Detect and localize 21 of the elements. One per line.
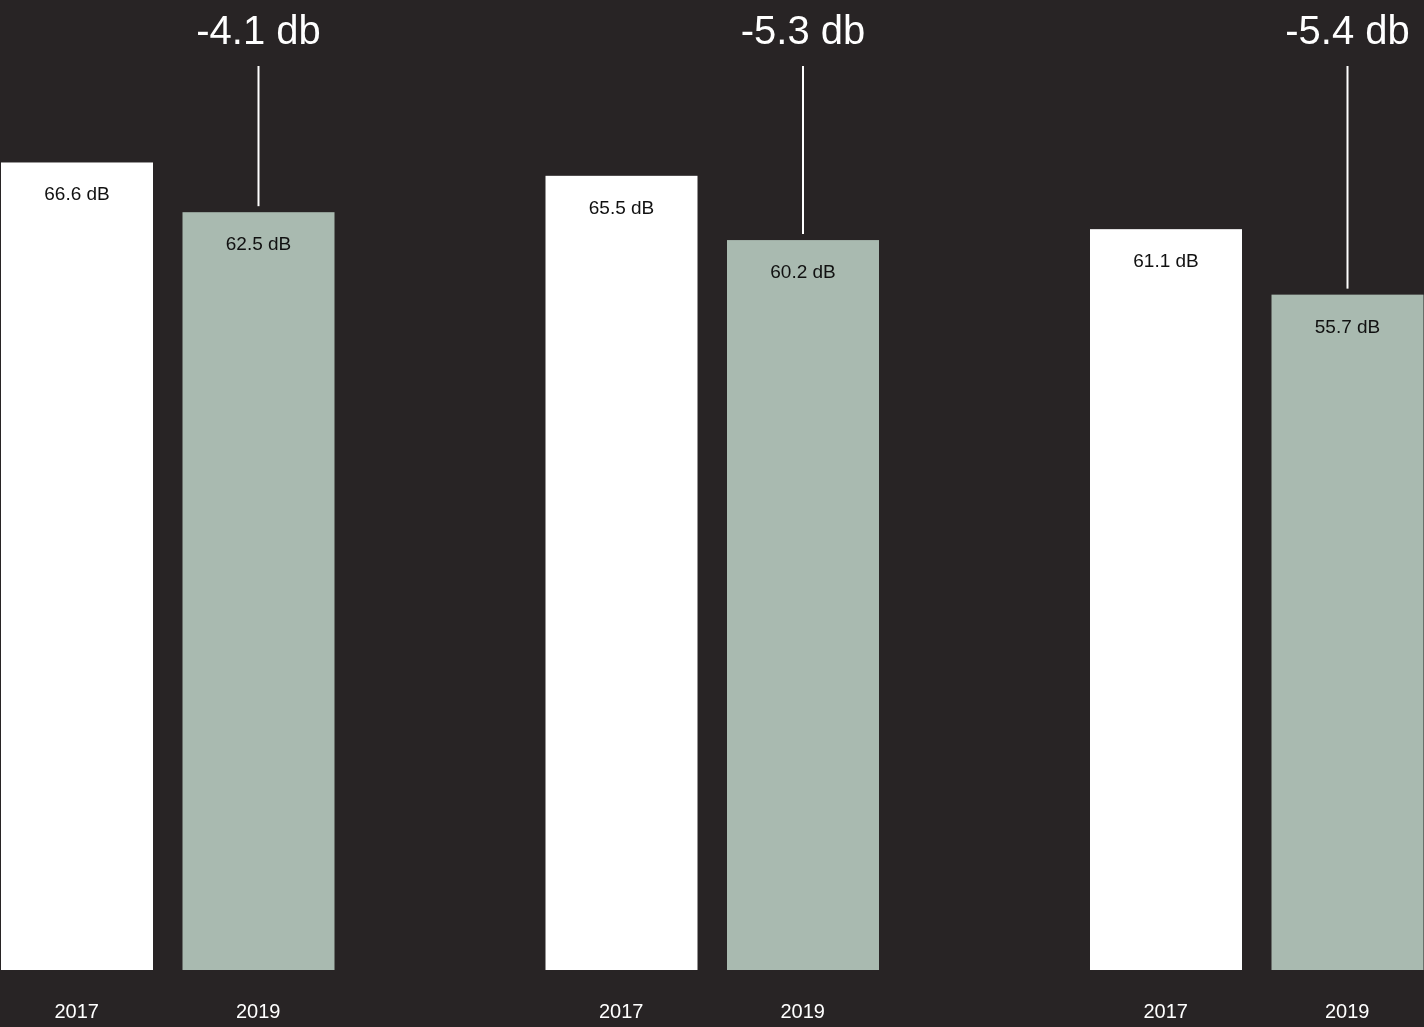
x-tick-label: 2019 bbox=[780, 1000, 825, 1023]
x-tick-label: 2017 bbox=[1143, 1000, 1188, 1023]
data-label: 61.1 dB bbox=[1133, 250, 1199, 272]
bar bbox=[182, 212, 335, 970]
x-tick-label: 2019 bbox=[1325, 1000, 1370, 1023]
data-label: 55.7 dB bbox=[1314, 315, 1381, 337]
bar bbox=[545, 175, 698, 970]
bar bbox=[1271, 294, 1424, 970]
annotation: -5.4 db bbox=[1285, 8, 1410, 52]
data-label: 66.6 dB bbox=[44, 183, 110, 205]
bar bbox=[727, 240, 879, 970]
x-tick-label: 2017 bbox=[599, 1000, 644, 1023]
x-tick-label: 2017 bbox=[54, 1000, 99, 1023]
annotation: -4.1 db bbox=[196, 8, 321, 52]
x-tick-label: 2019 bbox=[236, 1000, 281, 1023]
data-label: 62.5 dB bbox=[225, 233, 292, 255]
annotation: -5.3 db bbox=[740, 8, 866, 52]
data-label: 60.2 dB bbox=[770, 261, 836, 283]
data-label: 65.5 dB bbox=[588, 196, 655, 218]
bar bbox=[1090, 229, 1242, 970]
bar bbox=[1, 162, 153, 970]
